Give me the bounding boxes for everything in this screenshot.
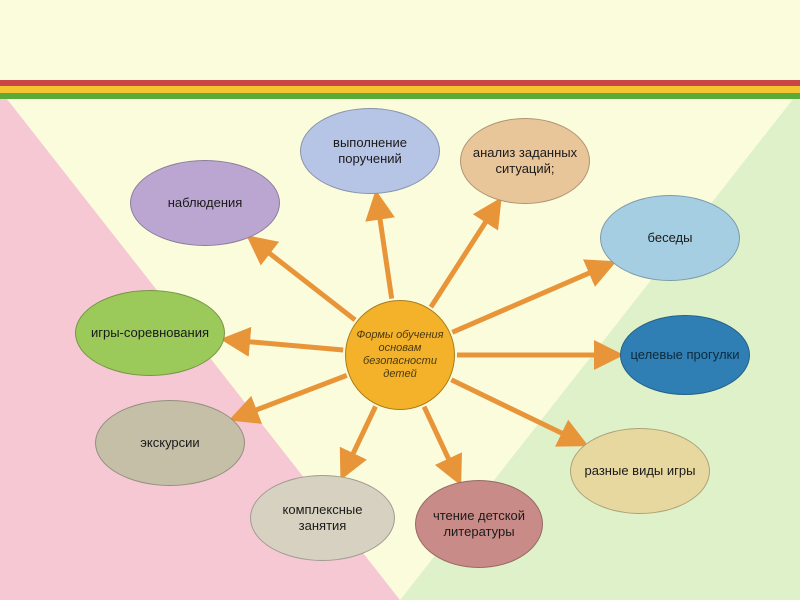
outer-node-n8: игры-соревнования — [75, 290, 225, 376]
outer-node-label: выполнение поручений — [307, 135, 433, 166]
outer-node-label: экскурсии — [140, 435, 199, 451]
outer-node-n7: экскурсии — [95, 400, 245, 486]
outer-node-n2: беседы — [600, 195, 740, 281]
outer-node-label: беседы — [648, 230, 693, 246]
outer-node-n3: целевые прогулки — [620, 315, 750, 395]
outer-node-n5: чтение детской литературы — [415, 480, 543, 568]
outer-node-label: анализ заданных ситуаций; — [467, 145, 583, 176]
outer-node-label: разные виды игры — [585, 463, 696, 479]
center-label: Формы обучения основам безопасности дете… — [354, 329, 446, 382]
outer-node-n0: выполнение поручений — [300, 108, 440, 194]
outer-node-label: чтение детской литературы — [422, 508, 536, 539]
outer-node-n6: комплексные занятия — [250, 475, 395, 561]
outer-node-n4: разные виды игры — [570, 428, 710, 514]
outer-node-label: комплексные занятия — [257, 502, 388, 533]
outer-node-n1: анализ заданных ситуаций; — [460, 118, 590, 204]
outer-node-label: целевые прогулки — [631, 347, 740, 363]
outer-node-label: игры-соревнования — [91, 325, 209, 341]
outer-node-label: наблюдения — [168, 195, 243, 211]
outer-node-n9: наблюдения — [130, 160, 280, 246]
center-node: Формы обучения основам безопасности дете… — [345, 300, 455, 410]
